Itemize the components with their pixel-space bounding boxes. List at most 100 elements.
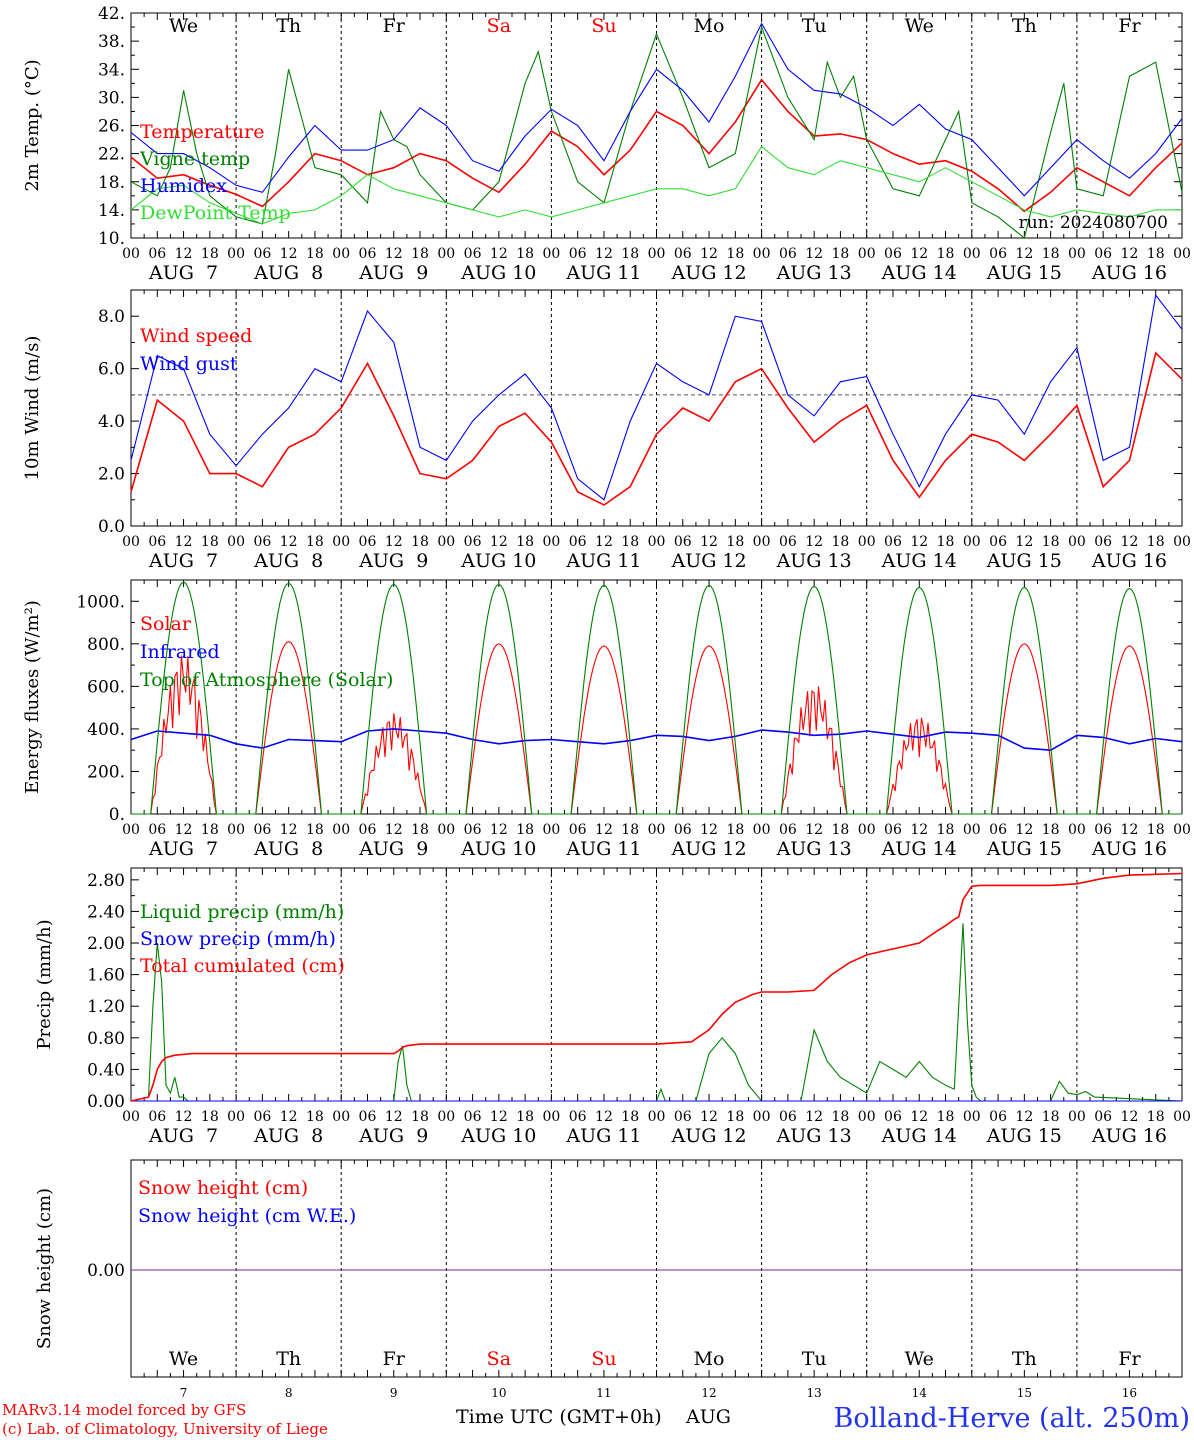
legend-entry: Humidex [140,175,227,197]
x-tick-label: 00 [437,534,455,550]
x-tick-label: 18 [1042,822,1060,838]
x-tick-label: 06 [464,246,482,262]
x-tick-label: 12 [595,246,613,262]
y-axis-title: Energy fluxes (W/m²) [22,600,43,794]
y-tick-label: 1.20 [87,997,125,1017]
date-label: AUG 15 [986,838,1062,860]
date-label: AUG 8 [253,262,323,284]
x-tick-label: 00 [963,822,981,838]
x-tick-label: 06 [464,822,482,838]
x-tick-label: 00 [332,246,350,262]
panel-5: 0.00 Snow height (cm) Snow height (cm) Snow… [34,1159,1183,1400]
x-tick-label: 18 [1147,822,1165,838]
x-tick-label: 18 [726,534,744,550]
x-tick-label: 00 [648,1109,666,1125]
y-tick-label: 6.0 [98,360,125,380]
weekday-label: Tu [802,1348,827,1370]
x-tick-label: 18 [306,534,324,550]
date-label: AUG 12 [670,262,746,284]
x-tick-label: 18 [516,534,534,550]
date-label: AUG 7 [148,262,218,284]
date-label: AUG 15 [986,1125,1062,1147]
date-label: AUG 11 [565,262,641,284]
x-tick-label: 00 [437,246,455,262]
x-tick-label: 00 [542,1109,560,1125]
date-label: AUG 14 [881,262,957,284]
date-label: AUG 16 [1091,838,1167,860]
date-label: AUG 10 [460,838,536,860]
x-tick-label: 06 [569,822,587,838]
x-tick-label: 18 [201,534,219,550]
panel-3: 0. 200. 400. 600. 800. 1000. Energy fluxes (W/… [22,579,1191,860]
x-tick-label: 00 [332,534,350,550]
date-label: AUG 7 [148,550,218,572]
x-tick-label: 06 [884,822,902,838]
panel-2: 0.0 2.0 4.0 6.0 8.0 10m Wind (m/s) Wind speed W… [22,289,1191,572]
x-tick-label: 12 [1015,1109,1033,1125]
x-tick-label: 00 [963,1109,981,1125]
x-tick-label: 06 [569,1109,587,1125]
x-tick-label: 00 [858,534,876,550]
y-tick-label: 0. [109,805,125,825]
y-tick-label: 0.00 [87,1092,125,1112]
day-number-label: 8 [285,1386,293,1400]
x-tick-label: 18 [937,534,955,550]
station-label: Bolland-Herve (alt. 250m) [834,1403,1190,1434]
credit-line-1: MARv3.14 model forced by GFS [2,1401,246,1419]
weekday-label: Th [276,1348,301,1370]
x-tick-label: 18 [516,1109,534,1125]
date-label: AUG 7 [148,1125,218,1147]
x-tick-label: 12 [805,822,823,838]
date-label: AUG 14 [881,838,957,860]
x-tick-label: 18 [306,246,324,262]
date-label: AUG 14 [881,550,957,572]
y-tick-label: 18. [98,173,125,193]
x-tick-label: 06 [148,246,166,262]
y-tick-label: 14. [98,201,125,221]
x-tick-label: 18 [1042,246,1060,262]
x-tick-label: 18 [306,1109,324,1125]
x-tick-label: 18 [937,822,955,838]
x-tick-label: 18 [201,1109,219,1125]
x-tick-label: 00 [858,246,876,262]
x-tick-label: 12 [1015,822,1033,838]
x-tick-label: 12 [700,246,718,262]
date-label: AUG 16 [1091,1125,1167,1147]
x-tick-label: 18 [1147,534,1165,550]
series-line [130,351,1183,506]
date-label: AUG 13 [776,550,852,572]
x-tick-label: 06 [359,246,377,262]
x-tick-label: 06 [148,1109,166,1125]
y-axis-title: Snow height (cm) [34,1188,55,1349]
series-line [130,25,1183,239]
y-tick-label: 2.80 [87,871,125,891]
x-tick-label: 06 [779,534,797,550]
x-tick-label: 00 [542,246,560,262]
legend-entry: Wind gust [140,353,238,375]
y-tick-label: 2.40 [87,902,125,922]
x-tick-label: 06 [884,1109,902,1125]
x-tick-label: 00 [542,822,560,838]
x-tick-label: 06 [884,246,902,262]
weekday-label: Sa [487,1348,511,1370]
x-tick-label: 06 [359,822,377,838]
x-tick-label: 06 [779,246,797,262]
date-label: AUG 9 [358,262,428,284]
y-axis-title: 2m Temp. (°C) [22,59,43,191]
x-tick-label: 18 [832,246,850,262]
date-label: AUG 9 [358,1125,428,1147]
x-tick-label: 06 [779,1109,797,1125]
x-tick-label: 12 [280,822,298,838]
x-tick-label: 06 [779,822,797,838]
x-tick-label: 18 [1147,246,1165,262]
x-tick-label: 18 [1147,1109,1165,1125]
x-tick-label: 00 [1068,822,1086,838]
x-tick-label: 12 [1121,1109,1139,1125]
weekday-label: Sa [487,15,511,37]
date-label: AUG 11 [565,550,641,572]
weekday-label: Su [591,1348,616,1370]
x-tick-label: 00 [753,822,771,838]
y-tick-label: 800. [87,635,125,655]
x-tick-label: 06 [674,534,692,550]
